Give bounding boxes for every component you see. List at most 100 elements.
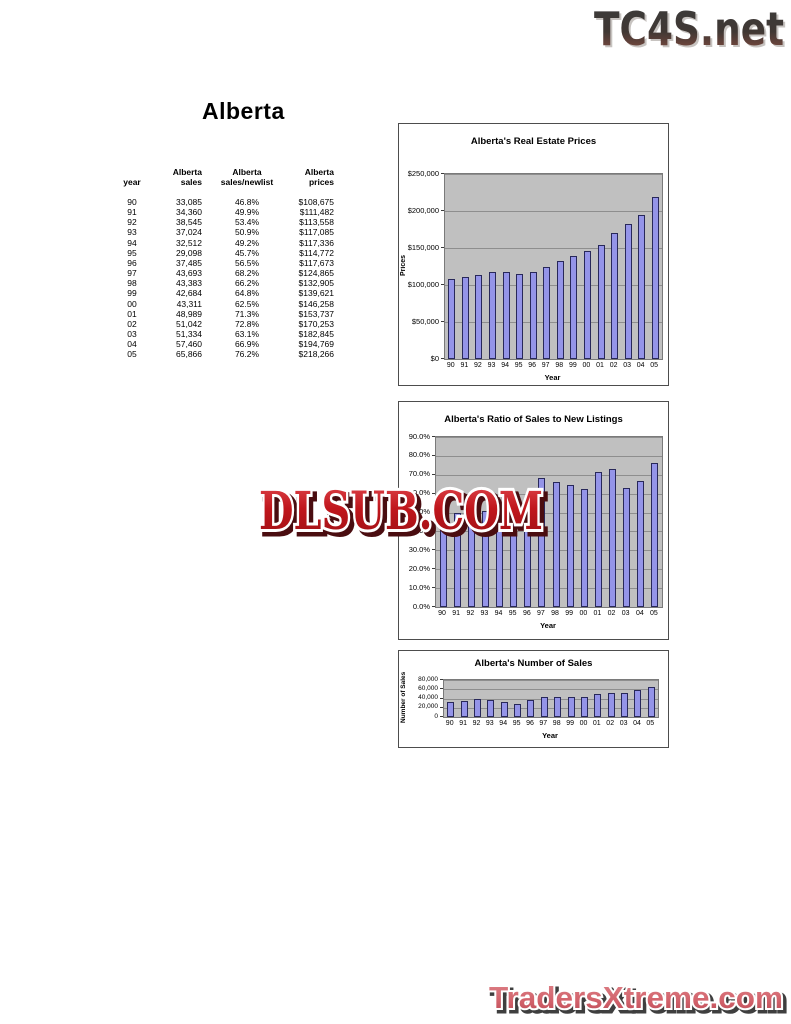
bar [460, 701, 468, 717]
chart-real-estate-prices: Alberta's Real Estate Prices $0 $50,000 $10… [398, 123, 669, 386]
x-tick-label: 03 [623, 362, 631, 369]
table-cell: $111,482 [299, 207, 334, 218]
tc4s-logo-text: TC4S.net [594, 2, 784, 56]
table-row: 99 42,684 64.8% $139,621 [118, 288, 334, 298]
page-title: Alberta [202, 98, 285, 124]
table-row: 01 48,989 71.3% $153,737 [118, 309, 334, 319]
x-axis-title: Year [540, 621, 556, 630]
bar [580, 697, 588, 717]
x-tick-label: 90 [445, 720, 454, 727]
x-axis-title: Year [544, 373, 561, 382]
bar [567, 697, 575, 717]
y-tick-label: $0 [430, 353, 439, 363]
y-tick-mark [440, 716, 443, 717]
x-tick-label: 97 [537, 610, 545, 617]
dlsub-watermark-shadow: DLSUB.COM [263, 485, 547, 546]
y-tick-mark [432, 587, 435, 589]
table-cell: 62.5% [234, 298, 260, 309]
y-axis-title: Number of Sales [400, 671, 407, 724]
x-tick-label: 92 [466, 610, 475, 617]
y-tick-label: 50.0% [408, 507, 430, 517]
y-tick-mark [441, 210, 444, 211]
y-tick-label: 60.0% [408, 488, 430, 498]
y-tick-label: $100,000 [407, 279, 439, 289]
y-tick-label: $250,000 [407, 168, 439, 178]
x-tick-label: 00 [579, 610, 588, 617]
y-tick-mark [440, 679, 443, 680]
table-row: 91 34,360 49.9% $111,482 [118, 207, 334, 217]
x-tick-label: 01 [593, 610, 602, 617]
bar [524, 500, 532, 607]
table-cell: 02 [127, 318, 137, 329]
table-cell: 43,311 [176, 298, 202, 309]
tradersxtreme-logo: TradersXtreme.com TradersXtreme.com [487, 978, 789, 1021]
bar [461, 277, 469, 359]
x-tick-label: 01 [592, 720, 601, 727]
bar [566, 485, 574, 607]
x-tick-label: 95 [508, 610, 517, 617]
table-cell: 71.3% [234, 308, 260, 319]
x-tick-label: 03 [621, 610, 630, 617]
table-cell: 96 [127, 257, 137, 268]
table-cell: 03 [127, 329, 137, 340]
y-tick-mark [432, 492, 435, 494]
column-header: year [123, 177, 141, 187]
table-cell: 99 [127, 288, 137, 299]
x-tick-label: 02 [607, 610, 616, 617]
y-tick-mark [441, 321, 444, 322]
table-cell: 45.7% [234, 247, 260, 258]
table-cell: 51,334 [176, 329, 202, 340]
table-row: 96 37,485 56.5% $117,673 [118, 258, 334, 268]
table-cell: 91 [127, 207, 137, 218]
y-tick-mark [441, 173, 444, 174]
y-tick-mark [432, 511, 435, 513]
x-tick-label: 02 [606, 720, 615, 727]
table-cell: 51,042 [176, 318, 202, 329]
x-tick-label: 02 [609, 362, 618, 369]
table-cell: 92 [127, 217, 137, 228]
y-axis-title: Prices [400, 254, 407, 277]
gridline [436, 455, 662, 457]
table-cell: 93 [127, 227, 137, 238]
y-tick-label: 0 [434, 712, 438, 720]
plot-area [444, 173, 663, 360]
y-tick-label: 40,000 [418, 694, 438, 701]
y-tick-mark [441, 247, 444, 248]
table-row: 97 43,693 68.2% $124,865 [118, 268, 334, 278]
gridline [444, 698, 658, 700]
table-cell: $117,085 [299, 227, 334, 238]
chart-title: Alberta's Ratio of Sales to New Listings [444, 414, 623, 425]
x-tick-label: 98 [552, 720, 561, 727]
bar [487, 700, 495, 717]
gridline [436, 550, 662, 552]
y-tick-label: 20,000 [418, 703, 438, 711]
table-cell: 04 [127, 339, 137, 350]
y-tick-mark [440, 688, 443, 690]
table-cell: 49.9% [234, 207, 260, 218]
x-tick-label: 93 [480, 610, 489, 617]
bar [597, 245, 605, 359]
bar [543, 267, 551, 359]
x-tick-label: 05 [650, 362, 659, 369]
y-tick-label: 80.0% [408, 450, 430, 460]
y-tick-label: $50,000 [411, 316, 439, 326]
table-row: 93 37,024 50.9% $117,085 [118, 227, 334, 237]
bar [475, 275, 483, 359]
table-cell: 50.9% [234, 227, 260, 238]
table-cell: 43,383 [176, 278, 202, 289]
bar [527, 700, 535, 717]
x-tick-label: 04 [633, 720, 641, 727]
x-tick-label: 96 [528, 362, 537, 369]
bar [634, 690, 642, 717]
x-tick-label: 95 [512, 720, 521, 727]
gridline [444, 680, 658, 681]
bar [638, 215, 646, 359]
x-tick-label: 97 [539, 720, 548, 727]
chart-title: Alberta's Real Estate Prices [470, 136, 597, 147]
column-header [118, 167, 146, 177]
bar [514, 704, 522, 717]
x-tick-label: 98 [555, 362, 564, 369]
bar [554, 697, 562, 717]
x-tick-label: 03 [619, 720, 628, 727]
